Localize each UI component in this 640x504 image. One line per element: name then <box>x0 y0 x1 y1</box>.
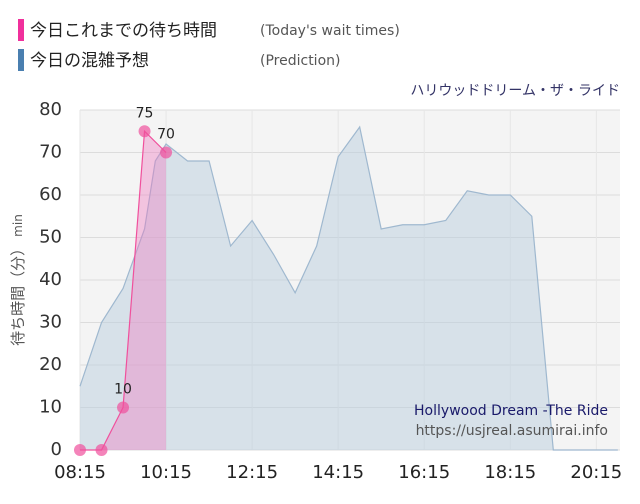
annotation: https://usjreal.asumirai.info <box>416 423 608 439</box>
x-tick-label: 08:15 <box>54 462 106 483</box>
y-tick-label: 80 <box>39 99 62 120</box>
x-tick-label: 14:15 <box>312 462 364 483</box>
y-tick-label: 10 <box>39 397 62 418</box>
point <box>95 444 108 456</box>
line <box>79 125 618 451</box>
data-label: 75 <box>136 105 154 121</box>
y-tick-label: 40 <box>39 269 62 290</box>
area <box>80 131 167 450</box>
x-tick-label: 16:15 <box>398 462 450 483</box>
chart-title: ハリウッドドリーム・ザ・ライド <box>410 83 620 99</box>
y-axis-label: 待ち時間（分） <box>9 241 27 346</box>
area <box>80 127 618 450</box>
legend-label: 今日これまでの待ち時間 <box>30 21 217 41</box>
data-label: 70 <box>157 127 175 143</box>
legend-sub: (Today's wait times) <box>260 23 400 39</box>
x-tick-label: 18:15 <box>484 462 536 483</box>
y-axis-unit: min <box>11 214 25 237</box>
point <box>138 125 151 138</box>
legend-label: 今日の混雑予想 <box>30 51 149 71</box>
y-tick-label: 50 <box>39 227 62 248</box>
y-tick-label: 0 <box>51 439 62 460</box>
legend-sub: (Prediction) <box>260 53 340 69</box>
x-tick-label: 20:15 <box>570 462 622 483</box>
legend-swatch <box>18 49 24 71</box>
y-tick-label: 20 <box>39 354 62 375</box>
y-tick-label: 70 <box>39 142 62 163</box>
y-axis-title: 待ち時間（分） min <box>9 214 27 346</box>
y-tick-label: 60 <box>39 184 62 205</box>
annotation: Hollywood Dream -The Ride <box>414 403 608 419</box>
x-tick-label: 10:15 <box>140 462 192 483</box>
legend-swatch <box>18 19 24 41</box>
point <box>117 401 130 414</box>
x-tick-label: 12:15 <box>226 462 278 483</box>
data-label: 10 <box>114 382 132 398</box>
point <box>74 444 86 456</box>
point <box>160 146 173 159</box>
y-tick-label: 30 <box>39 312 62 333</box>
